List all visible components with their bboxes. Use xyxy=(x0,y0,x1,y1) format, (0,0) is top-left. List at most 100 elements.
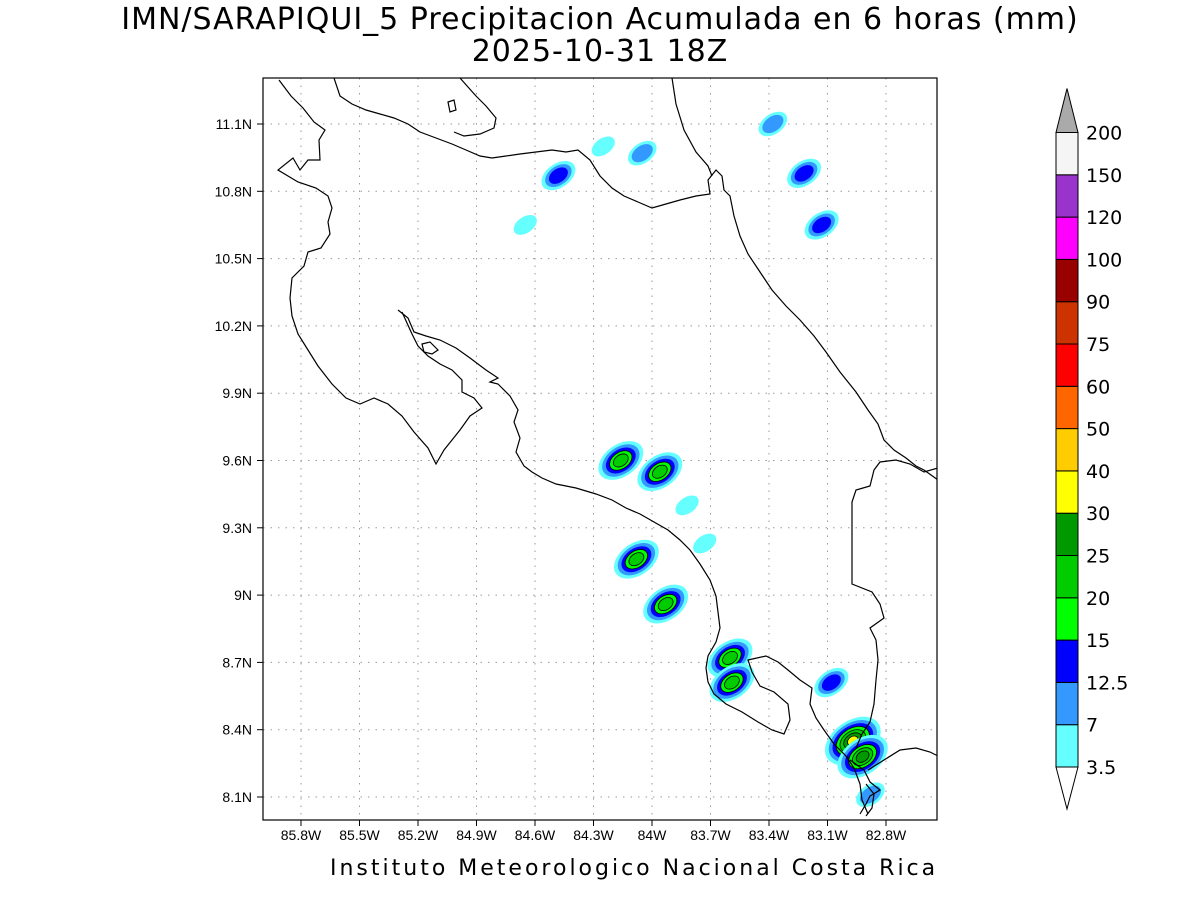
colorbar: 3.5 7 12.5 15 20 25 30 40 50 60 75 90 100 120 150 200 xyxy=(1055,88,1128,811)
colorbar-swatch xyxy=(1055,343,1079,387)
colorbar-swatch xyxy=(1055,512,1079,557)
lat-tick-label: 8.4N xyxy=(222,722,252,738)
lat-tick-label: 8.1N xyxy=(222,789,252,805)
precip-contour-12_5 xyxy=(548,167,568,184)
panama-pacific-coast xyxy=(849,759,882,815)
precip-contour-3_5 xyxy=(591,136,615,157)
colorbar-swatch xyxy=(1055,132,1079,176)
colorbar-swatch xyxy=(1055,470,1079,514)
colorbar-max-arrow xyxy=(1055,88,1079,133)
precip-shading xyxy=(513,111,888,808)
colorbar-label: 12.5 xyxy=(1086,672,1128,694)
precip-cell xyxy=(758,111,788,137)
precip-contour-20 xyxy=(722,650,738,665)
lon-tick-label: 85.2W xyxy=(398,827,439,843)
lon-tick-label: 83.4W xyxy=(749,827,790,843)
lon-tick-label: 85.8W xyxy=(281,827,322,843)
gulf-island xyxy=(421,341,439,355)
colorbar-label: 90 xyxy=(1086,292,1110,314)
gulf-of-nicoya-coast xyxy=(397,309,869,815)
lat-tick-label: 9.3N xyxy=(222,520,252,536)
precip-cell xyxy=(598,441,644,480)
precip-contour-25 xyxy=(855,750,870,763)
colorbar-swatch xyxy=(1055,681,1079,726)
lon-tick-label: 85.5W xyxy=(339,827,380,843)
burica-peninsula xyxy=(865,783,875,817)
colorbar-swatch xyxy=(1055,174,1079,218)
precip-contour-3_5 xyxy=(675,495,699,516)
colorbar-label: 40 xyxy=(1086,461,1110,483)
lake-nicaragua-shore xyxy=(333,78,937,481)
lon-tick-label: 84.3W xyxy=(573,827,614,843)
lake-northern-shore xyxy=(453,78,497,137)
map-area xyxy=(263,78,937,820)
colorbar-label: 20 xyxy=(1086,588,1110,610)
precip-contour-12_5 xyxy=(812,216,832,234)
colorbar-swatch xyxy=(1055,597,1079,641)
colorbar-label: 50 xyxy=(1086,419,1110,441)
colorbar-label: 150 xyxy=(1086,165,1122,187)
precip-cell xyxy=(541,160,576,191)
colorbar-label: 75 xyxy=(1086,334,1110,356)
precip-contour-20 xyxy=(628,552,645,567)
precip-cell xyxy=(591,136,615,157)
lon-tick-label: 84.9W xyxy=(456,827,497,843)
precip-contour-7 xyxy=(631,144,653,163)
precip-contour-20 xyxy=(657,597,674,612)
lat-tick-label: 10.5N xyxy=(215,251,252,267)
precip-cell xyxy=(513,215,537,235)
precip-contour-3_5 xyxy=(693,533,717,554)
precip-cell xyxy=(814,667,849,698)
colorbar-label: 100 xyxy=(1086,249,1122,271)
colorbar-swatch xyxy=(1055,258,1079,303)
lon-tick-label: 82.8W xyxy=(866,827,907,843)
nicaragua-pacific-coast xyxy=(276,79,483,466)
precip-contour-12_5 xyxy=(821,674,841,691)
lat-tick-label: 9.9N xyxy=(222,385,252,401)
precip-cell xyxy=(637,452,683,492)
lon-tick-label: 83.1W xyxy=(807,827,848,843)
lat-tick-label: 8.7N xyxy=(222,654,252,670)
lat-tick-label: 11.1N xyxy=(216,116,252,132)
precip-contour-20 xyxy=(612,453,629,468)
precip-cell xyxy=(643,584,689,624)
burica-coast xyxy=(867,747,937,771)
colorbar-label: 25 xyxy=(1086,546,1110,568)
colorbar-swatch xyxy=(1055,301,1079,345)
precip-cell xyxy=(787,158,822,189)
lat-tick-label: 9.6N xyxy=(222,453,252,469)
lake-islet xyxy=(447,99,457,113)
precip-contour-12_5 xyxy=(794,165,814,182)
map-title: IMN/SARAPIQUI_5 Precipitacion Acumulada … xyxy=(121,2,1079,37)
precip-contour-20 xyxy=(651,464,668,479)
lat-tick-label: 9N xyxy=(234,587,252,603)
precip-cell xyxy=(693,533,717,554)
longitude-labels: 85.8W 85.5W 85.2W 84.9W 84.6W 84.3W 84W 83.7W 83… xyxy=(281,820,907,843)
lon-tick-label: 84W xyxy=(638,827,668,843)
coastlines xyxy=(276,78,937,817)
precip-cell xyxy=(675,495,699,516)
lat-tick-label: 10.8N xyxy=(215,183,252,199)
precip-cell xyxy=(709,663,755,703)
precip-cell xyxy=(804,210,839,240)
colorbar-swatch xyxy=(1055,385,1079,430)
colorbar-label: 15 xyxy=(1086,630,1110,652)
latitude-labels: 11.1N 10.8N 10.5N 10.2N 9.9N 9.6N 9.3N 9N 8.7N 8.… xyxy=(215,116,263,805)
map-subtitle-datetime: 2025-10-31 18Z xyxy=(471,34,729,69)
map-frame xyxy=(262,77,938,821)
precip-cell xyxy=(613,539,659,579)
colorbar-label: 60 xyxy=(1086,376,1110,398)
precip-contour-20 xyxy=(724,675,740,690)
colorbar-min-arrow xyxy=(1055,766,1079,811)
colorbar-label: 7 xyxy=(1086,715,1098,737)
lon-tick-label: 83.7W xyxy=(690,827,731,843)
colorbar-swatch xyxy=(1055,724,1079,768)
footer-credit: Instituto Meteorologico Nacional Costa R… xyxy=(330,856,939,881)
precip-contour-7 xyxy=(859,785,881,804)
colorbar-swatch xyxy=(1055,216,1079,260)
precip-contour-3_5 xyxy=(513,215,537,235)
colorbar-swatch xyxy=(1055,555,1079,599)
precip-cell xyxy=(837,734,888,779)
colorbar-label: 120 xyxy=(1086,207,1122,229)
